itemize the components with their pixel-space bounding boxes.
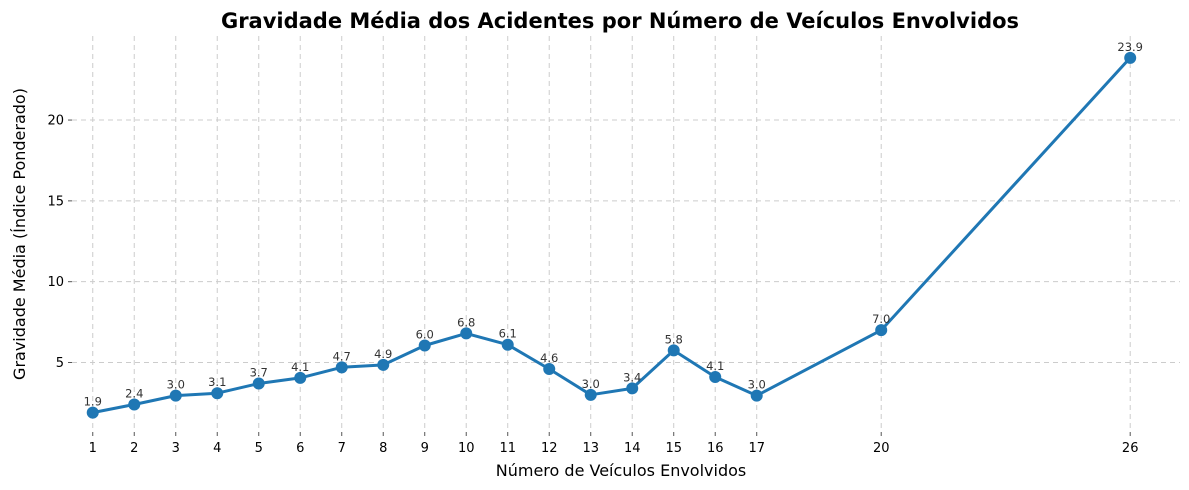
data-label: 6.0 — [416, 328, 434, 342]
data-label: 23.9 — [1117, 40, 1143, 54]
data-point — [169, 389, 182, 402]
y-tick-label: 20 — [47, 114, 64, 129]
series-line — [92, 56, 1132, 415]
x-axis-title: Número de Veículos Envolvidos — [496, 461, 746, 480]
data-label: 1.9 — [84, 395, 102, 409]
data-point — [418, 339, 431, 352]
data-label: 3.4 — [623, 370, 641, 384]
data-point — [501, 338, 514, 351]
data-label: 4.9 — [374, 347, 392, 361]
series-line-group — [86, 51, 1137, 419]
data-point — [875, 324, 888, 337]
x-tick-label: 8 — [379, 441, 387, 456]
x-tick-label: 3 — [172, 441, 180, 456]
y-axis-title: Gravidade Média (Índice Ponderado) — [10, 88, 29, 380]
data-label: 3.0 — [582, 377, 600, 391]
data-label: 7.0 — [872, 312, 890, 326]
x-tick-label: 26 — [1122, 441, 1139, 456]
x-tick-label: 12 — [541, 441, 558, 456]
data-label: 4.1 — [706, 359, 724, 373]
chart-title: Gravidade Média dos Acidentes por Número… — [221, 9, 1019, 33]
x-tick-label: 14 — [624, 441, 641, 456]
x-tick-label: 15 — [665, 441, 682, 456]
data-label: 6.1 — [499, 327, 517, 341]
data-labels: 1.9 2.4 3.0 3.1 3.7 4.1 4.7 4.9 6.0 6.8 6.1 4.6 3.0 3… — [84, 40, 1143, 409]
data-point — [86, 406, 99, 419]
data-label: 3.0 — [748, 378, 766, 392]
data-point — [294, 371, 307, 384]
x-tick-label: 13 — [582, 441, 599, 456]
data-point — [584, 388, 597, 401]
data-label: 4.1 — [291, 360, 309, 374]
x-tick-label: 9 — [421, 441, 429, 456]
data-point — [211, 387, 224, 400]
data-label: 2.4 — [125, 387, 143, 401]
y-tick-label: 15 — [47, 194, 64, 209]
data-point — [709, 371, 722, 384]
y-tick-label: 5 — [56, 356, 64, 371]
data-label: 3.0 — [167, 378, 185, 392]
data-label: 3.1 — [208, 375, 226, 389]
x-tick-label: 7 — [338, 441, 346, 456]
x-tick-label: 20 — [873, 441, 890, 456]
data-point — [252, 377, 265, 390]
data-point — [543, 362, 556, 375]
x-tick-label: 17 — [748, 441, 765, 456]
data-label: 5.8 — [665, 332, 683, 346]
x-tick-label: 2 — [130, 441, 138, 456]
data-point — [626, 382, 639, 395]
data-point — [128, 398, 141, 411]
x-tick-label: 6 — [296, 441, 304, 456]
x-tick-label: 5 — [255, 441, 263, 456]
data-point — [667, 344, 680, 357]
data-point — [1124, 51, 1137, 64]
x-axis: 1 2 3 4 5 6 7 8 9 10 11 12 13 14 15 16 17 20 26 — [89, 432, 1139, 456]
data-point — [335, 361, 348, 374]
data-label: 3.7 — [250, 366, 268, 380]
data-label: 4.6 — [540, 351, 558, 365]
y-tick-label: 10 — [47, 275, 64, 290]
data-label: 4.7 — [333, 349, 351, 363]
data-point — [377, 358, 390, 371]
grid — [72, 36, 1180, 432]
x-tick-label: 1 — [89, 441, 97, 456]
x-tick-label: 11 — [499, 441, 516, 456]
data-point — [750, 389, 763, 402]
data-point — [460, 327, 473, 340]
x-tick-label: 4 — [213, 441, 221, 456]
y-axis: 5 10 15 20 — [47, 114, 72, 371]
data-label: 6.8 — [457, 315, 475, 329]
x-tick-label: 16 — [707, 441, 724, 456]
x-tick-label: 10 — [458, 441, 475, 456]
